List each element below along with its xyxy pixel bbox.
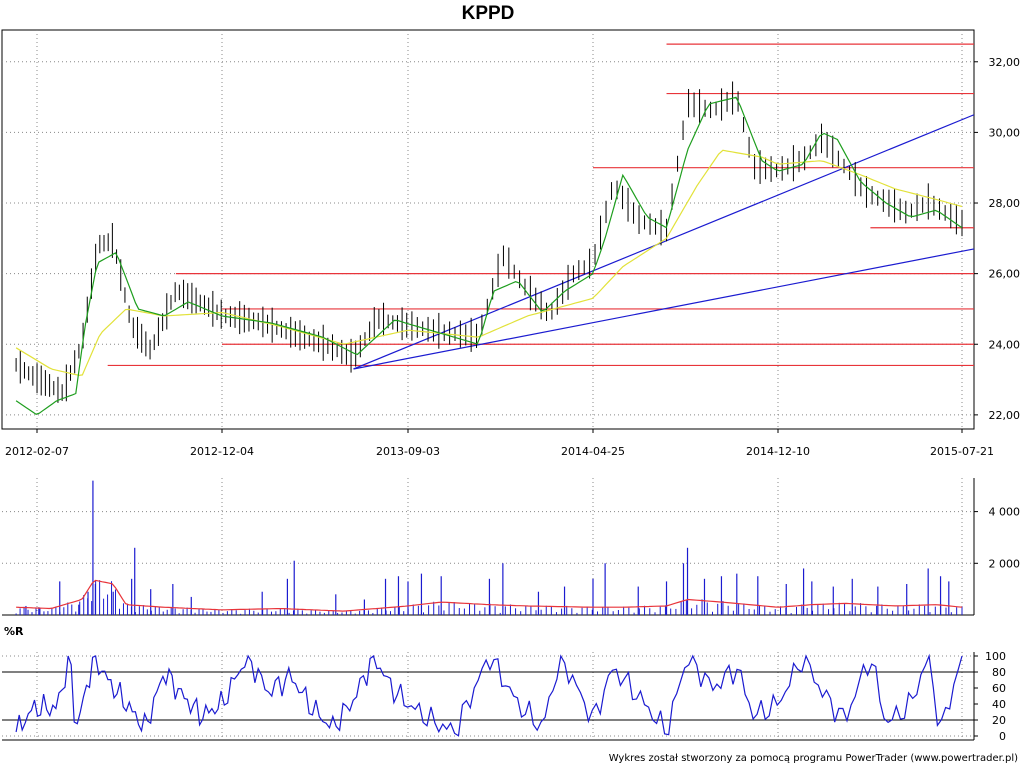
williams-r-tick-label: 40 bbox=[992, 698, 1006, 711]
trend-lines bbox=[353, 114, 975, 370]
volume-tick-label: 4 000 bbox=[989, 506, 1021, 519]
x-tick-label: 2014-12-10 bbox=[746, 445, 810, 458]
chart-title: KPPD bbox=[462, 3, 515, 24]
williams-r-tick-label: 80 bbox=[992, 666, 1006, 679]
y-tick-label: 26,00 bbox=[989, 268, 1021, 281]
x-tick-label: 2013-09-03 bbox=[376, 445, 440, 458]
y-tick-label: 22,00 bbox=[989, 409, 1021, 422]
williams-r-tick-label: 20 bbox=[992, 714, 1006, 727]
williams-r-tick-label: 100 bbox=[985, 650, 1006, 663]
williams-r-tick-label: 0 bbox=[999, 730, 1006, 743]
footer-credit: Wykres został stworzony za pomocą progra… bbox=[609, 753, 1018, 764]
volume-tick-label: 2 000 bbox=[989, 557, 1021, 570]
price-y-axis: 22,00 24,00 26,00 28,00 30,00 32,00 bbox=[974, 56, 1020, 422]
y-tick-label: 32,00 bbox=[989, 56, 1021, 69]
support-resistance-lines bbox=[107, 43, 974, 367]
x-tick-label: 2012-12-04 bbox=[190, 445, 254, 458]
volume-panel: 2 000 4 000 bbox=[2, 478, 1021, 616]
price-grid bbox=[2, 30, 974, 429]
y-tick-label: 24,00 bbox=[989, 338, 1021, 351]
williams-r-line bbox=[15, 653, 963, 737]
volume-bars bbox=[15, 480, 963, 615]
x-tick-label: 2014-04-25 bbox=[561, 445, 625, 458]
williams-r-panel: %R 0 20 40 60 80 100 bbox=[2, 625, 1006, 743]
williams-r-label: %R bbox=[4, 625, 24, 638]
x-tick-label: 2015-07-21 bbox=[930, 445, 994, 458]
williams-r-tick-label: 60 bbox=[992, 682, 1006, 695]
price-x-axis: 2012-02-07 2012-12-04 2013-09-03 2014-04-25… bbox=[5, 429, 994, 458]
y-tick-label: 28,00 bbox=[989, 197, 1021, 210]
williams-r-y-axis: 0 20 40 60 80 100 bbox=[974, 650, 1006, 743]
price-bars bbox=[15, 81, 963, 403]
price-panel: 2012-02-07 2012-12-04 2013-09-03 2014-04-25… bbox=[1, 29, 1020, 458]
y-tick-label: 30,00 bbox=[989, 126, 1021, 139]
trend-line bbox=[353, 114, 975, 370]
x-tick-label: 2012-02-07 bbox=[5, 445, 69, 458]
volume-grid bbox=[2, 478, 974, 615]
volume-y-axis: 2 000 4 000 bbox=[974, 506, 1021, 570]
trend-line bbox=[353, 248, 975, 370]
price-plot-frame bbox=[1, 29, 975, 430]
moving-average-short bbox=[15, 96, 963, 415]
volume-average-line bbox=[16, 579, 963, 612]
